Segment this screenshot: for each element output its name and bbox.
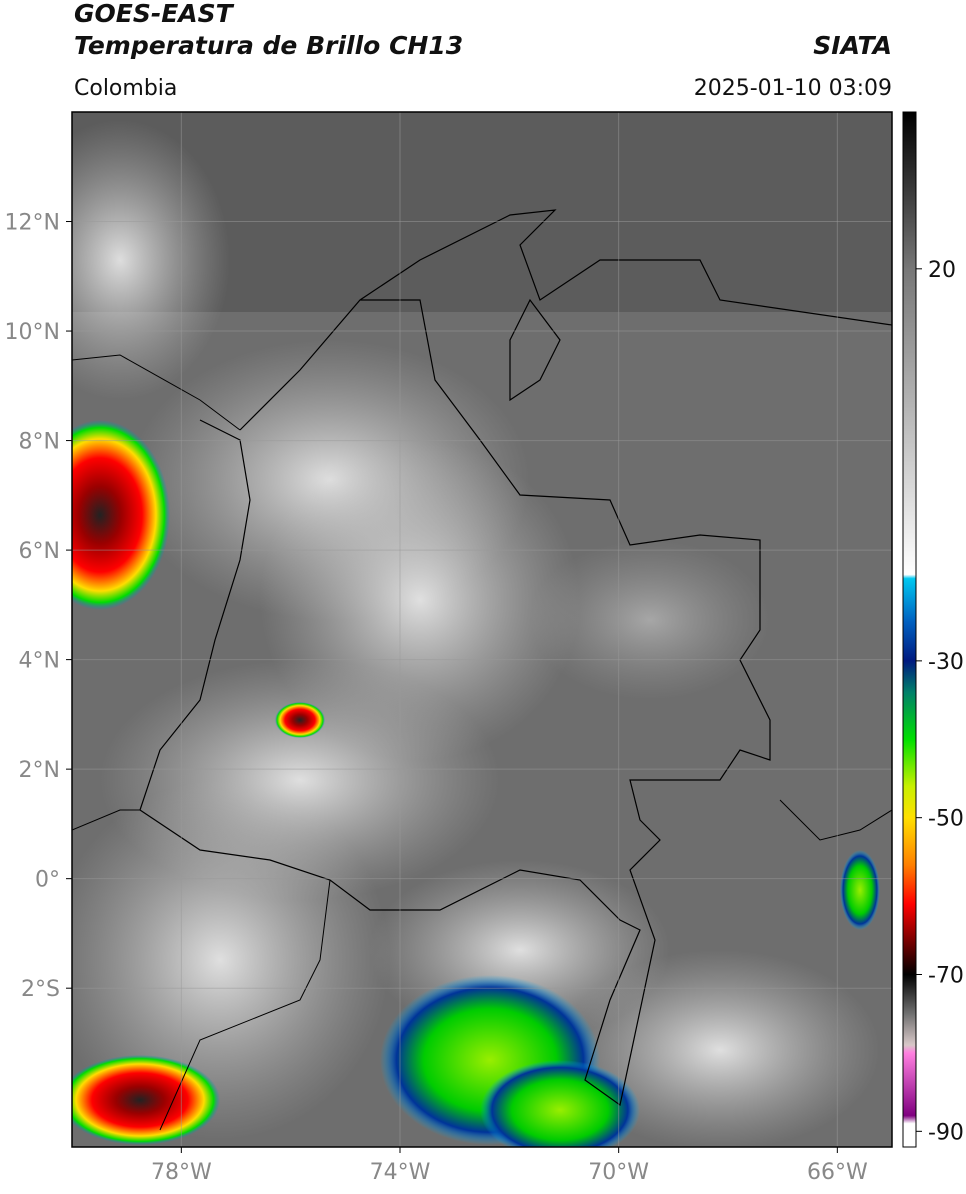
map-frame bbox=[71, 111, 893, 1148]
y-tick-label: 6°N bbox=[19, 539, 60, 564]
y-tick-label: 2°S bbox=[21, 977, 60, 1002]
colorbar bbox=[902, 111, 917, 1148]
colorbar-tick-label: -90 bbox=[928, 1120, 964, 1145]
colorbar-tick-label: -70 bbox=[928, 964, 964, 989]
y-tick-label: 4°N bbox=[19, 649, 60, 674]
x-tick-label: 78°W bbox=[151, 1160, 212, 1185]
timestamp: 2025-01-10 03:09 bbox=[694, 76, 892, 101]
satellite-image bbox=[72, 112, 892, 1147]
x-tick-label: 66°W bbox=[807, 1160, 868, 1185]
subtitle: Temperatura de Brillo CH13 bbox=[74, 31, 463, 60]
y-tick-label: 2°N bbox=[19, 758, 60, 783]
y-tick-label: 0° bbox=[35, 868, 60, 893]
colorbar-tick-label: -50 bbox=[928, 807, 964, 832]
x-tick-label: 70°W bbox=[588, 1160, 649, 1185]
region: Colombia bbox=[74, 76, 177, 101]
y-tick-label: 8°N bbox=[19, 430, 60, 455]
grid bbox=[72, 112, 892, 1147]
source: SIATA bbox=[813, 31, 892, 60]
x-tick-label: 74°W bbox=[370, 1160, 431, 1185]
colorbar-tick-label: -30 bbox=[928, 650, 964, 675]
y-tick-label: 10°N bbox=[5, 320, 60, 345]
y-tick-label: 12°N bbox=[5, 211, 60, 236]
title: GOES-EAST bbox=[74, 0, 235, 28]
colorbar-tick-label: 20 bbox=[928, 258, 956, 283]
